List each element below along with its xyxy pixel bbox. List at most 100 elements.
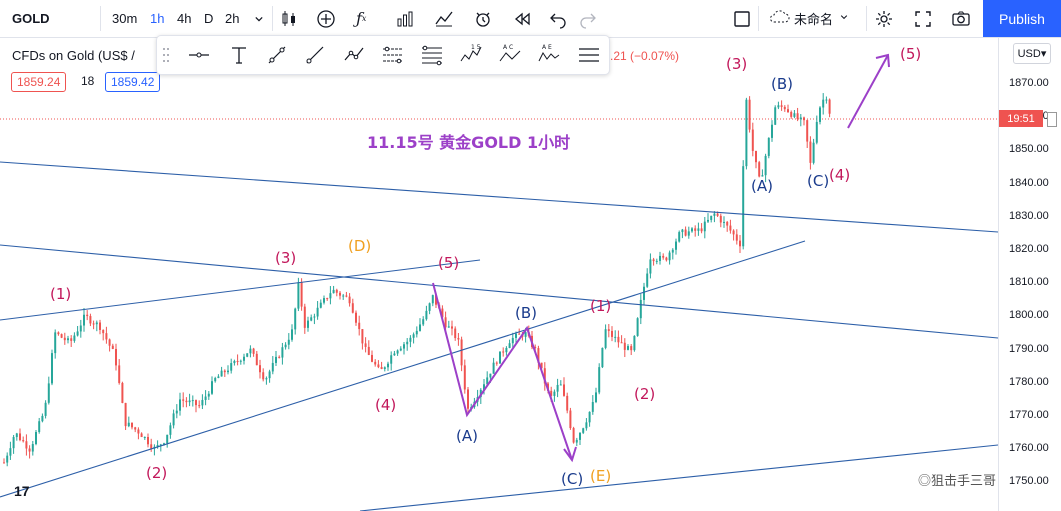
candle-body [166, 434, 169, 444]
price-chart[interactable]: 11.15号 黄金GOLD 1小时 (1) (2) (3) (4) (5) (D) (A) (B… [0, 38, 998, 511]
candle-body [566, 395, 569, 411]
interval-1h[interactable]: 1h [150, 11, 165, 26]
candle-body [35, 432, 37, 445]
candle-body [92, 323, 95, 325]
candles-icon[interactable] [279, 0, 299, 37]
candle-body [614, 336, 617, 338]
candle-body [537, 348, 540, 363]
fullscreen-icon[interactable] [913, 0, 933, 37]
price-axis[interactable]: 1870.001860.001850.001840.001830.001820.… [998, 38, 1061, 511]
elliott-triangle-icon[interactable]: A E [537, 43, 561, 67]
candle-body [604, 329, 607, 348]
candle-body [761, 175, 764, 177]
candle-body [86, 314, 89, 317]
candle-body [41, 415, 44, 422]
candle-body [179, 399, 181, 411]
compare-icon[interactable] [434, 0, 454, 37]
price-scale-handle[interactable] [1047, 112, 1057, 127]
candle-body [499, 351, 501, 364]
candle-body [83, 314, 85, 326]
wave-label: (2) [146, 464, 167, 482]
settings-gear-icon[interactable] [874, 0, 894, 37]
candle-body [559, 384, 562, 386]
candle-body [227, 370, 229, 373]
replay-icon[interactable] [512, 0, 532, 37]
wave-label: (A) [456, 427, 478, 445]
layout-icon[interactable] [732, 0, 752, 37]
symbol-search[interactable]: GOLD [12, 11, 50, 26]
redo-icon[interactable] [578, 0, 598, 37]
candle-body [102, 329, 105, 334]
interval-dropdown-icon[interactable] [251, 0, 267, 37]
publish-button[interactable]: Publish [983, 0, 1061, 37]
text-tool-icon[interactable] [227, 43, 251, 67]
candle-body [342, 295, 345, 297]
elliott-impulse-icon[interactable]: 1 5 [459, 43, 483, 67]
fib-retracement-icon[interactable] [420, 43, 444, 67]
candle-body [751, 129, 754, 151]
candle-body [793, 113, 796, 117]
candle-body [691, 228, 693, 232]
candle-body [639, 299, 642, 319]
interval-d[interactable]: D [204, 11, 214, 26]
trend-line-icon[interactable] [265, 43, 289, 67]
candle-body [185, 400, 188, 403]
candle-body [726, 221, 729, 226]
candle-body [607, 329, 610, 331]
camera-icon[interactable] [951, 0, 971, 37]
tradingview-logo: 17 [14, 483, 30, 499]
interval-4h[interactable]: 4h [177, 11, 192, 26]
interval-30m[interactable]: 30m [112, 11, 138, 26]
candle-body [515, 333, 517, 338]
candle-body [31, 444, 34, 452]
candle-body [767, 137, 770, 156]
candle-body [441, 308, 444, 318]
candle-body [249, 348, 252, 354]
horizontal-line-icon[interactable] [187, 43, 211, 67]
candle-body [742, 166, 745, 247]
alert-icon[interactable] [473, 0, 493, 37]
elliott-correction-icon[interactable]: A C [498, 43, 522, 67]
interval-2h[interactable]: 2h [225, 11, 240, 26]
wave-label: (C) [807, 172, 829, 190]
candle-body [275, 356, 277, 363]
currency-selector[interactable]: USD ▾ [1013, 43, 1051, 64]
candle-body [214, 378, 217, 382]
candle-body [121, 382, 124, 403]
ray-icon[interactable] [303, 43, 327, 67]
sell-price[interactable]: 1859.24 [11, 72, 67, 92]
candle-body [233, 360, 236, 364]
candle-body [505, 347, 508, 353]
candle-body [425, 310, 428, 320]
add-indicator-icon[interactable] [316, 0, 336, 37]
wave-path [432, 282, 573, 461]
trend-line [0, 240, 806, 498]
candle-body [732, 230, 735, 235]
candle-body [406, 341, 409, 345]
candle-body [790, 112, 793, 117]
candle-body [694, 228, 697, 231]
path-icon[interactable] [342, 43, 366, 67]
buy-price[interactable]: 1859.42 [105, 72, 161, 92]
undo-icon[interactable] [548, 0, 568, 37]
lines-menu-icon[interactable] [577, 43, 601, 67]
candle-body [95, 322, 98, 325]
candle-body [627, 346, 629, 350]
candle-body [617, 336, 620, 343]
candle-body [390, 355, 393, 364]
drag-handle-icon[interactable] [159, 43, 173, 67]
wave-label: (A) [751, 177, 773, 195]
candle-body [435, 295, 437, 305]
candle-body [534, 346, 537, 349]
wave-label: (B) [771, 75, 793, 93]
projection-arrow [847, 54, 889, 129]
layout-name-menu[interactable]: 未命名 [768, 0, 851, 37]
candle-body [700, 228, 703, 232]
candle-body [191, 400, 194, 402]
candle-body [739, 240, 741, 247]
parallel-channel-icon[interactable] [381, 43, 405, 67]
financials-icon[interactable] [395, 0, 415, 37]
candle-body [595, 392, 597, 403]
candle-body [697, 228, 700, 231]
